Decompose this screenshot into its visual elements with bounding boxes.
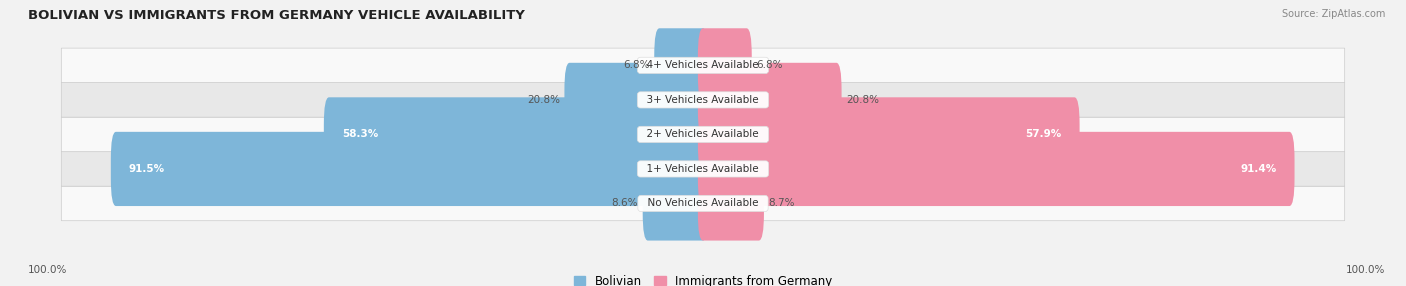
Text: 6.8%: 6.8% (756, 60, 783, 70)
FancyBboxPatch shape (643, 166, 709, 241)
FancyBboxPatch shape (111, 132, 709, 206)
Text: 4+ Vehicles Available: 4+ Vehicles Available (641, 60, 765, 70)
Text: 8.6%: 8.6% (612, 198, 638, 208)
Text: 6.8%: 6.8% (623, 60, 650, 70)
Text: 3+ Vehicles Available: 3+ Vehicles Available (641, 95, 765, 105)
FancyBboxPatch shape (323, 97, 709, 172)
Legend: Bolivian, Immigrants from Germany: Bolivian, Immigrants from Germany (569, 270, 837, 286)
Text: Source: ZipAtlas.com: Source: ZipAtlas.com (1281, 9, 1385, 19)
Text: No Vehicles Available: No Vehicles Available (641, 198, 765, 208)
FancyBboxPatch shape (697, 166, 763, 241)
FancyBboxPatch shape (697, 63, 842, 137)
FancyBboxPatch shape (697, 97, 1080, 172)
Text: 20.8%: 20.8% (846, 95, 879, 105)
FancyBboxPatch shape (564, 63, 709, 137)
Text: 100.0%: 100.0% (1346, 265, 1385, 275)
FancyBboxPatch shape (62, 152, 1344, 186)
Text: 8.7%: 8.7% (769, 198, 794, 208)
FancyBboxPatch shape (62, 48, 1344, 83)
Text: 57.9%: 57.9% (1025, 130, 1062, 139)
Text: 91.5%: 91.5% (129, 164, 165, 174)
FancyBboxPatch shape (62, 83, 1344, 117)
FancyBboxPatch shape (62, 186, 1344, 221)
Text: 20.8%: 20.8% (527, 95, 560, 105)
Text: 2+ Vehicles Available: 2+ Vehicles Available (641, 130, 765, 139)
Text: BOLIVIAN VS IMMIGRANTS FROM GERMANY VEHICLE AVAILABILITY: BOLIVIAN VS IMMIGRANTS FROM GERMANY VEHI… (28, 9, 524, 21)
FancyBboxPatch shape (62, 117, 1344, 152)
Text: 1+ Vehicles Available: 1+ Vehicles Available (641, 164, 765, 174)
Text: 100.0%: 100.0% (28, 265, 67, 275)
FancyBboxPatch shape (697, 132, 1295, 206)
Text: 58.3%: 58.3% (342, 130, 378, 139)
Text: 91.4%: 91.4% (1240, 164, 1277, 174)
FancyBboxPatch shape (654, 28, 709, 102)
FancyBboxPatch shape (697, 28, 752, 102)
